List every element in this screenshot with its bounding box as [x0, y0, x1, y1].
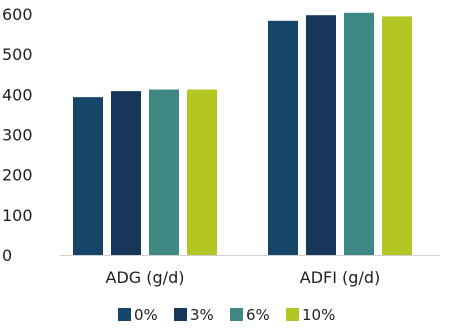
legend-label: 3% [190, 306, 214, 324]
y-tick-label: 300 [2, 126, 33, 145]
bar-3pct-0 [111, 91, 141, 256]
legend-swatch [174, 308, 187, 321]
legend-label: 10% [302, 306, 335, 324]
legend-swatch [230, 308, 243, 321]
bar-6pct-0 [149, 89, 179, 255]
y-tick-label: 500 [2, 45, 33, 64]
bars-group [73, 12, 412, 256]
y-tick-label: 0 [2, 246, 12, 265]
bar-3pct-1 [306, 15, 336, 255]
x-category-label: ADG (g/d) [106, 268, 185, 287]
y-axis: 0 100 200 300 400 500 600 [2, 5, 33, 265]
legend-label: 6% [246, 306, 270, 324]
y-tick-label: 100 [2, 206, 33, 225]
x-axis: ADG (g/d) ADFI (g/d) [60, 255, 440, 287]
y-tick-label: 200 [2, 166, 33, 185]
bar-6pct-1 [344, 12, 374, 256]
x-category-label: ADFI (g/d) [300, 268, 380, 287]
bar-0pct-0 [73, 97, 103, 256]
legend-label: 0% [134, 306, 158, 324]
y-tick-label: 400 [2, 85, 33, 104]
bar-10pct-0 [187, 89, 217, 255]
bar-0pct-1 [268, 20, 298, 255]
legend-swatch [286, 308, 299, 321]
legend: 0% 3% 6% 10% [118, 306, 335, 324]
y-tick-label: 600 [2, 5, 33, 24]
bar-10pct-1 [382, 16, 412, 255]
legend-swatch [118, 308, 131, 321]
